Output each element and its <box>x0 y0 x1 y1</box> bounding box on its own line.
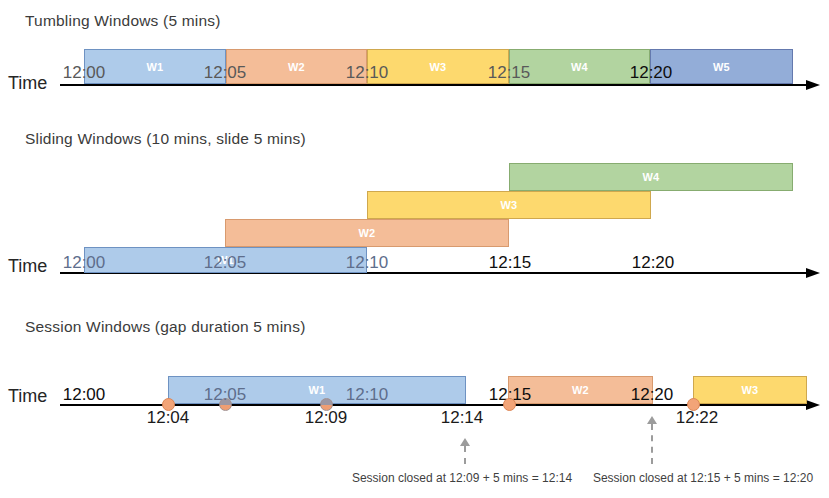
window-box-w2: W2 <box>225 219 509 247</box>
section-title: Session Windows (gap duration 5 mins) <box>25 318 306 336</box>
axis-tick-label: 12:05 <box>204 63 247 83</box>
axis-tick-label: 12:10 <box>346 385 389 405</box>
window-label: W3 <box>500 199 517 211</box>
event-time-label: 12:22 <box>676 408 719 428</box>
callout-arrow-stem <box>651 424 653 464</box>
window-label: W4 <box>642 171 659 183</box>
callout-arrow-stem <box>464 446 466 464</box>
window-label: W2 <box>288 61 305 73</box>
axis-tick-label: 12:20 <box>631 385 674 405</box>
window-box-w3: W3 <box>367 191 651 219</box>
axis-tick-label: 12:05 <box>204 253 247 273</box>
callout-text: Session closed at 12:09 + 5 mins = 12:14 <box>352 471 572 485</box>
window-label: W3 <box>429 61 446 73</box>
time-axis-arrowhead-icon <box>806 400 820 410</box>
event-dot-icon <box>503 398 516 411</box>
axis-tick-label: 12:20 <box>630 63 673 83</box>
event-time-label: 12:09 <box>305 408 348 428</box>
window-label: W2 <box>358 227 375 239</box>
axis-tick-label: 12:00 <box>63 385 106 405</box>
axis-tick-label: 12:15 <box>489 253 532 273</box>
axis-tick-label: 12:10 <box>346 253 389 273</box>
axis-tick-label: 12:00 <box>63 253 106 273</box>
event-time-label: 12:14 <box>441 408 484 428</box>
axis-tick-label: 12:00 <box>63 63 106 83</box>
axis-tick-label: 12:20 <box>632 253 675 273</box>
callout-arrowhead-icon <box>460 438 470 446</box>
axis-tick-label: 12:10 <box>346 63 389 83</box>
time-axis-label: Time <box>8 386 47 407</box>
stream-windowing-diagram: Tumbling Windows (5 mins)TimeW1W2W3W4W51… <box>0 0 829 498</box>
event-dot-icon <box>162 398 175 411</box>
window-label: W3 <box>741 384 758 396</box>
window-box-w4: W4 <box>509 163 793 191</box>
callout-arrowhead-icon <box>647 416 657 424</box>
event-time-label: 12:04 <box>147 408 190 428</box>
window-label: W4 <box>571 61 588 73</box>
event-dot-icon <box>687 398 700 411</box>
axis-tick-label: 12:05 <box>204 385 247 405</box>
window-box-w3: W3 <box>693 376 807 404</box>
window-label: W5 <box>713 61 730 73</box>
window-label: W1 <box>146 61 163 73</box>
callout-text: Session closed at 12:15 + 5 mins = 12:20 <box>593 471 813 485</box>
axis-tick-label: 12:15 <box>488 63 531 83</box>
window-label: W2 <box>572 384 589 396</box>
window-label: W1 <box>308 384 325 396</box>
